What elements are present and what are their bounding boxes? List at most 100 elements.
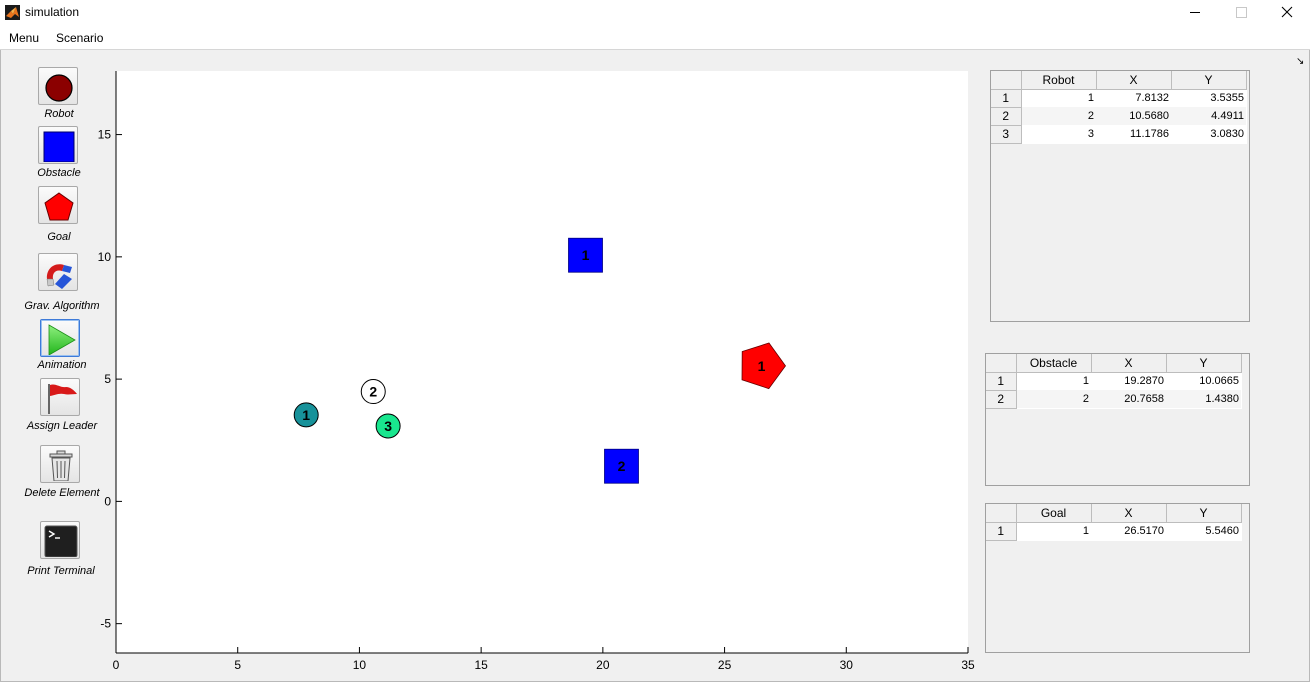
title-bar: simulation xyxy=(0,0,1310,26)
column-header[interactable]: Y xyxy=(1171,71,1247,90)
table-cell[interactable]: 3.0830 xyxy=(1210,128,1244,140)
robot-table-panel: Robot X Y 1 1 7.8132 3.5355 2 2 10.5680 … xyxy=(990,70,1250,322)
terminal-icon xyxy=(44,525,78,557)
goal-table[interactable]: Goal X Y 1 1 26.5170 5.5460 xyxy=(986,504,1242,541)
table-cell[interactable]: 20.7658 xyxy=(1091,390,1166,408)
goal-tool-label: Goal xyxy=(47,231,71,243)
column-header[interactable]: Obstacle xyxy=(1016,354,1092,373)
table-corner-cell xyxy=(991,71,1022,90)
table-cell[interactable]: 26.5170 xyxy=(1124,525,1164,538)
grav-algorithm-tool-label: Grav. Algorithm xyxy=(24,300,100,312)
matlab-icon xyxy=(5,5,20,20)
goal-marker xyxy=(741,342,786,390)
goal-tool-button[interactable] xyxy=(38,186,78,224)
table-row[interactable]: 1 1 26.5170 5.5460 xyxy=(986,522,1241,541)
print-terminal-tool-button[interactable] xyxy=(40,521,80,559)
goal-id-label: 1 xyxy=(758,358,766,374)
window-title: simulation xyxy=(25,5,80,19)
table-row[interactable]: 1 1 7.8132 3.5355 xyxy=(991,89,1246,108)
play-icon xyxy=(48,324,76,355)
x-tick-label: 0 xyxy=(113,658,120,672)
menu-item-menu[interactable]: Menu xyxy=(9,31,40,45)
column-header[interactable]: Y xyxy=(1166,504,1242,523)
table-corner-cell xyxy=(986,504,1017,523)
maximize-button[interactable] xyxy=(1218,0,1264,26)
table-cell[interactable]: 2 xyxy=(1021,107,1096,125)
table-cell[interactable]: 10.5680 xyxy=(1096,107,1171,125)
table-row[interactable]: 1 1 19.2870 10.0665 xyxy=(986,372,1241,391)
row-header[interactable]: 2 xyxy=(986,390,1017,409)
robot-marker xyxy=(360,379,386,405)
x-tick-label: 25 xyxy=(718,658,732,672)
robot-marker xyxy=(293,402,319,428)
table-cell[interactable]: 3 xyxy=(1087,128,1094,140)
table-cell[interactable]: 1.4380 xyxy=(1166,390,1241,408)
column-header[interactable]: X xyxy=(1091,354,1167,373)
goal-icon xyxy=(44,192,74,221)
table-cell[interactable]: 4.4911 xyxy=(1171,107,1246,125)
obstacle-table[interactable]: Obstacle X Y 1 1 19.2870 10.0665 2 2 20.… xyxy=(986,354,1242,409)
close-button[interactable] xyxy=(1264,0,1310,26)
table-row[interactable]: 2 2 20.7658 1.4380 xyxy=(986,390,1241,409)
delete-element-tool-label: Delete Element xyxy=(24,487,100,499)
robot-tool-button[interactable] xyxy=(38,67,78,105)
flag-icon xyxy=(48,384,77,414)
y-tick-label: 5 xyxy=(104,372,111,386)
obstacle-icon xyxy=(43,131,75,162)
close-icon xyxy=(1281,6,1293,18)
obstacle-tool-button[interactable] xyxy=(38,126,78,164)
obstacle-marker xyxy=(568,237,603,273)
menu-item-scenario[interactable]: Scenario xyxy=(56,31,104,45)
table-cell[interactable]: 7.8132 xyxy=(1135,92,1169,105)
table-corner-cell xyxy=(986,354,1017,373)
maximize-icon xyxy=(1236,7,1247,18)
table-cell[interactable]: 2 xyxy=(1016,390,1091,408)
table-cell[interactable]: 1 xyxy=(1082,375,1089,388)
row-header[interactable]: 3 xyxy=(991,125,1022,144)
obstacle-marker xyxy=(604,448,639,484)
grav-algorithm-tool-button[interactable] xyxy=(38,253,78,291)
dock-arrow-icon[interactable]: ↘ xyxy=(1296,56,1305,67)
scenario-plot-area[interactable] xyxy=(116,71,968,653)
animation-tool-button[interactable] xyxy=(40,319,80,357)
table-cell[interactable]: 1 xyxy=(1087,92,1094,105)
assign-leader-tool-button[interactable] xyxy=(40,378,80,416)
x-tick-label: 35 xyxy=(961,658,975,672)
print-terminal-tool-label: Print Terminal xyxy=(27,565,95,577)
robot-id-label: 3 xyxy=(384,418,392,434)
row-header[interactable]: 1 xyxy=(986,522,1017,541)
table-cell[interactable]: 1 xyxy=(1082,525,1089,538)
table-row[interactable]: 3 3 11.1786 3.0830 xyxy=(991,125,1246,144)
minimize-button[interactable] xyxy=(1172,0,1218,26)
magnet-icon xyxy=(46,264,72,289)
column-header[interactable]: Y xyxy=(1166,354,1242,373)
column-header[interactable]: X xyxy=(1096,71,1172,90)
x-tick-label: 15 xyxy=(474,658,488,672)
delete-element-tool-button[interactable] xyxy=(40,445,80,483)
animation-tool-label: Animation xyxy=(37,359,87,371)
obstacle-id-label: 2 xyxy=(618,458,626,474)
column-header[interactable]: Goal xyxy=(1016,504,1092,523)
robot-id-label: 2 xyxy=(369,384,377,400)
x-tick-label: 10 xyxy=(353,658,367,672)
x-tick-label: 30 xyxy=(840,658,854,672)
column-header[interactable]: Robot xyxy=(1021,71,1097,90)
robot-table[interactable]: Robot X Y 1 1 7.8132 3.5355 2 2 10.5680 … xyxy=(991,71,1247,144)
column-header[interactable]: X xyxy=(1091,504,1167,523)
table-cell[interactable]: 5.5460 xyxy=(1205,525,1239,538)
y-tick-label: 0 xyxy=(104,494,111,508)
assign-leader-tool-label: Assign Leader xyxy=(26,420,98,432)
x-tick-label: 20 xyxy=(596,658,610,672)
table-cell[interactable]: 19.2870 xyxy=(1124,375,1164,388)
row-header[interactable]: 2 xyxy=(991,107,1022,126)
table-cell[interactable]: 3.5355 xyxy=(1210,92,1244,105)
obstacle-tool-label: Obstacle xyxy=(37,167,81,179)
table-row[interactable]: 2 2 10.5680 4.4911 xyxy=(991,107,1246,126)
row-header[interactable]: 1 xyxy=(991,89,1022,108)
table-cell[interactable]: 11.1786 xyxy=(1130,128,1169,140)
row-header[interactable]: 1 xyxy=(986,372,1017,391)
goal-table-panel: Goal X Y 1 1 26.5170 5.5460 xyxy=(985,503,1250,653)
table-cell[interactable]: 10.0665 xyxy=(1199,375,1239,388)
y-tick-label: 15 xyxy=(98,128,112,142)
obstacle-id-label: 1 xyxy=(582,247,590,263)
